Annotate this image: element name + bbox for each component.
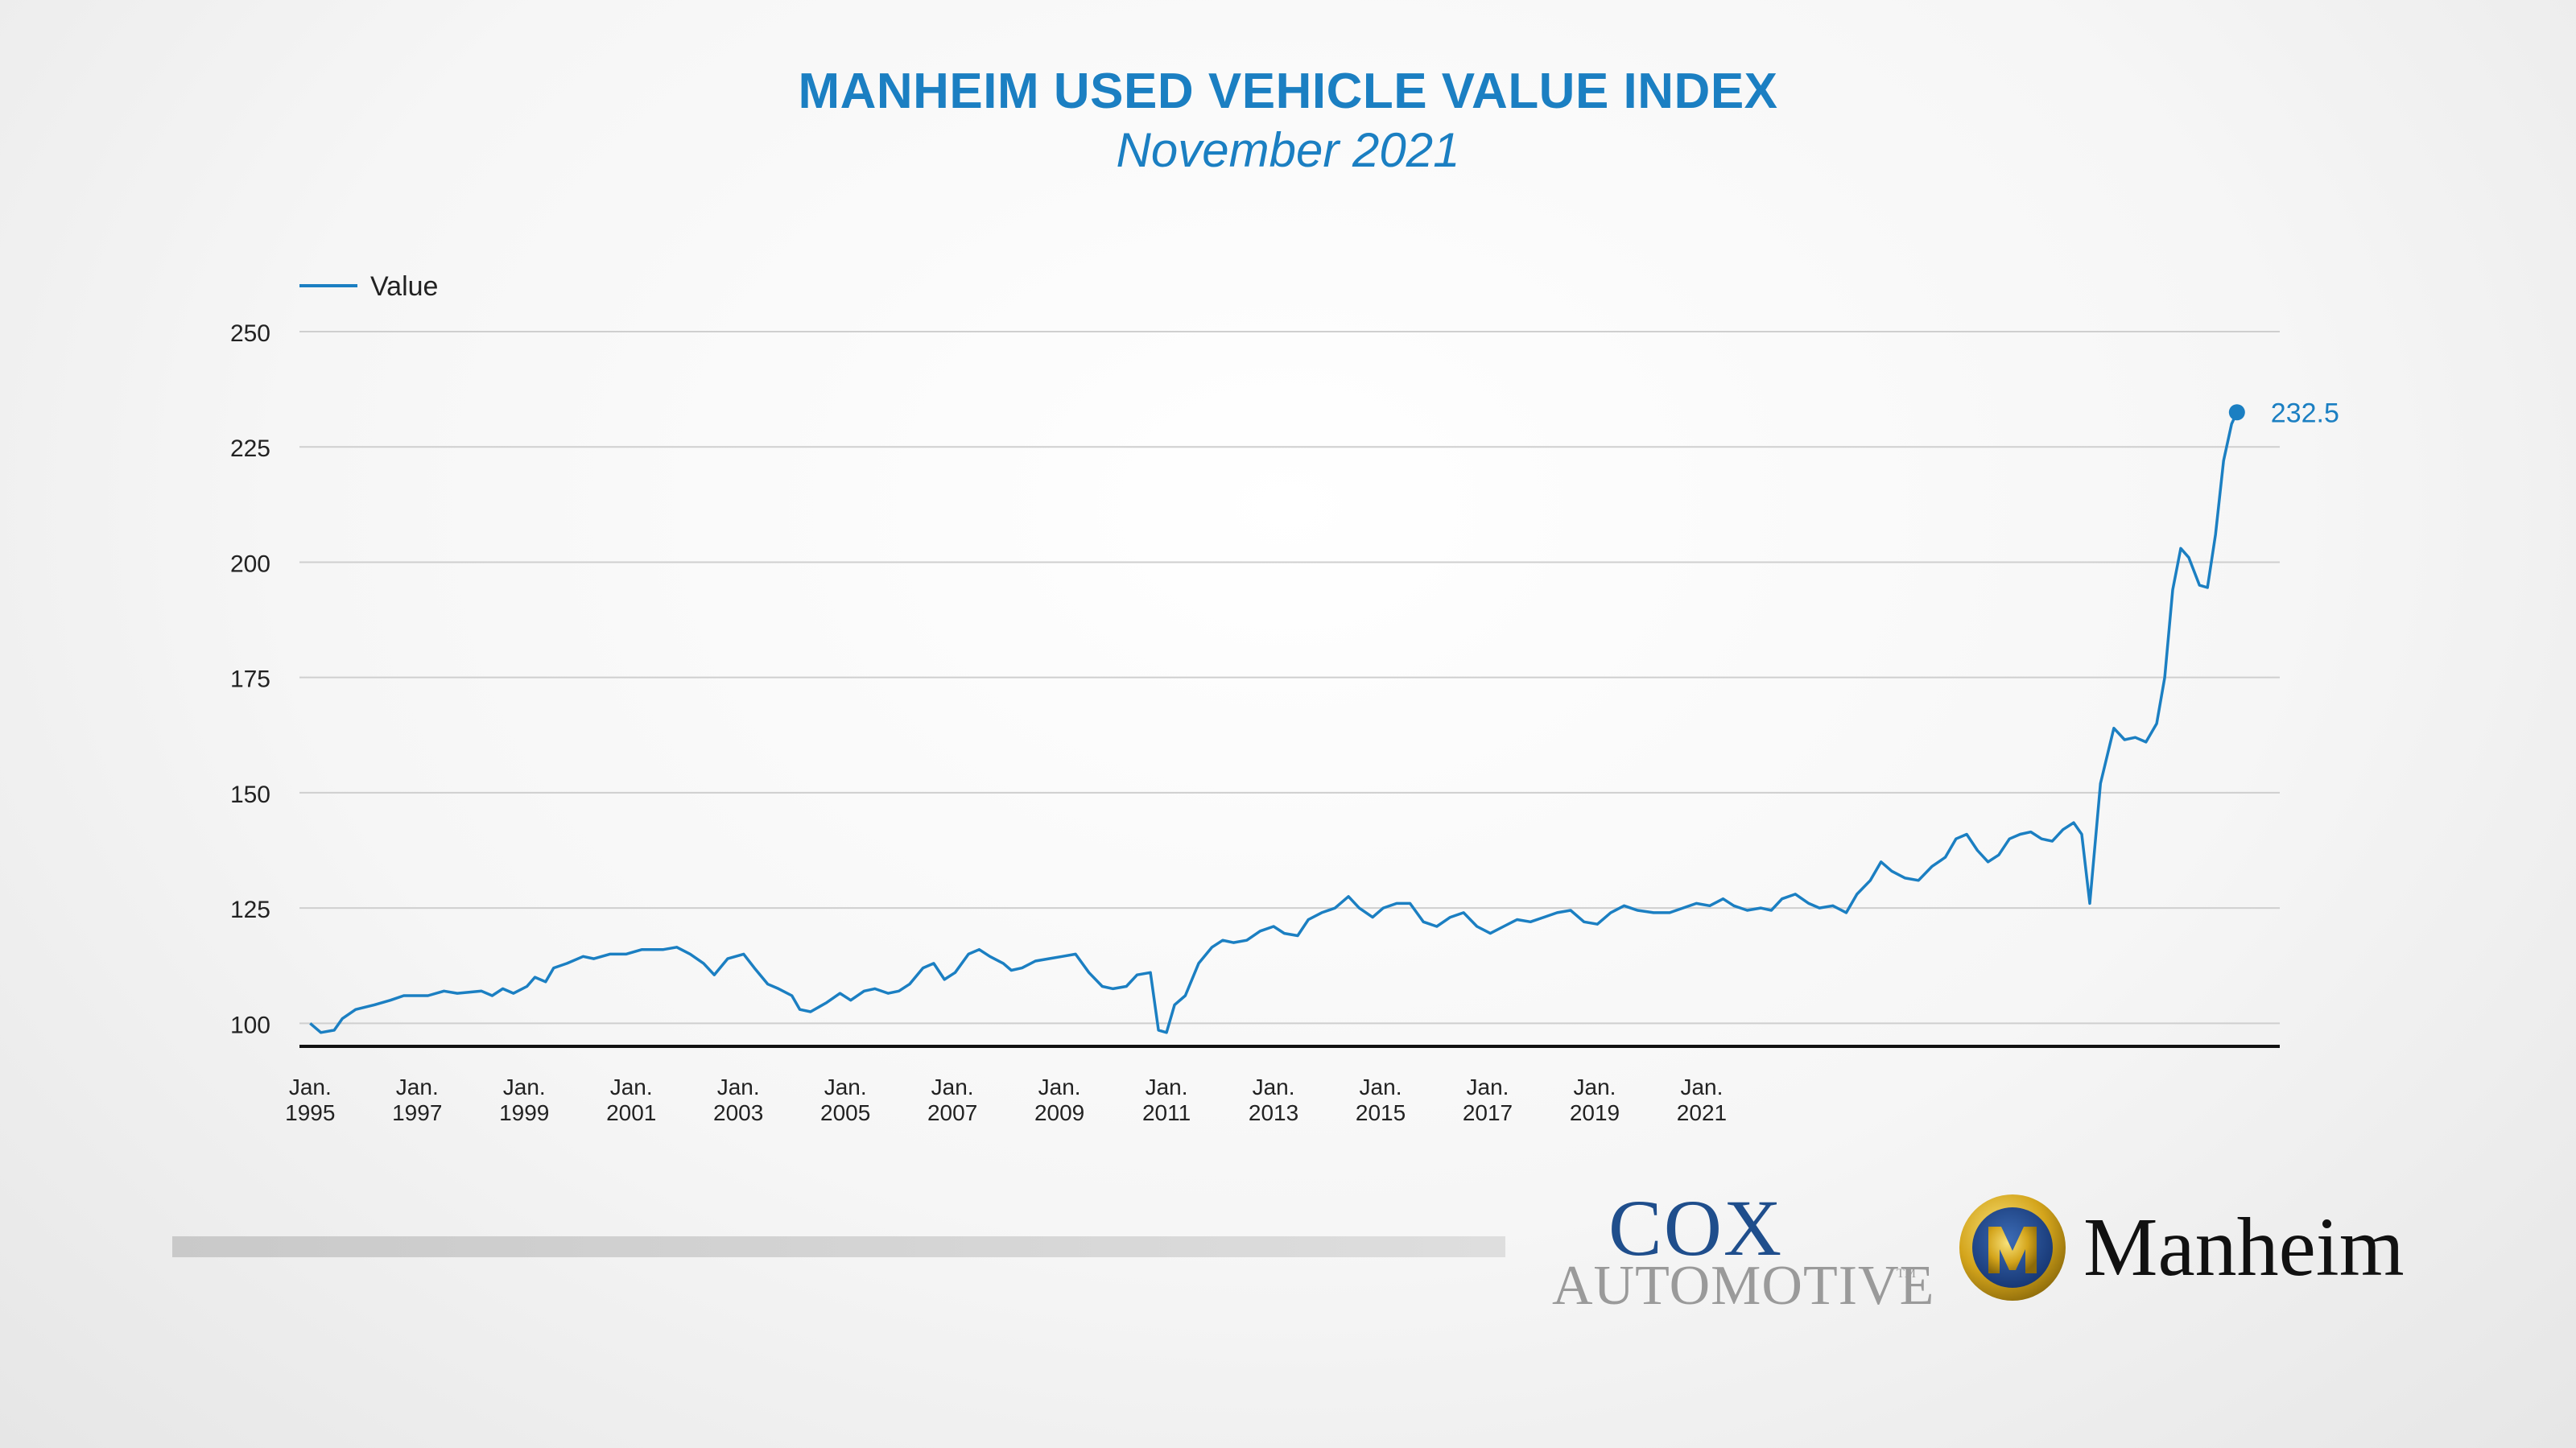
y-tick-label: 225 [230, 435, 270, 462]
cox-automotive-logo: COX AUTOMOTIVE TM [1552, 1182, 1934, 1317]
x-tick-label: 2005 [820, 1100, 870, 1125]
x-tick-label: 2015 [1356, 1100, 1406, 1125]
x-tick-label: 2007 [927, 1100, 977, 1125]
x-tick-label: Jan. [824, 1075, 867, 1099]
y-tick-label: 175 [230, 666, 270, 693]
chart-title: MANHEIM USED VEHICLE VALUE INDEX [798, 64, 1778, 119]
x-tick-label: Jan. [289, 1075, 332, 1099]
trademark: TM [1897, 1267, 1916, 1281]
x-tick-label: 1997 [392, 1100, 442, 1125]
x-tick-label: 1999 [499, 1100, 549, 1125]
x-tick-label: Jan. [1146, 1075, 1188, 1099]
x-tick-label: Jan. [931, 1075, 974, 1099]
x-tick-label: Jan. [1360, 1075, 1402, 1099]
x-tick-label: Jan. [396, 1075, 439, 1099]
legend: Value [299, 271, 438, 302]
x-tick-label: 2013 [1249, 1100, 1298, 1125]
y-tick-label: 150 [230, 782, 270, 808]
x-tick-label: Jan. [717, 1075, 760, 1099]
end-value-label: 232.5 [2271, 398, 2339, 428]
x-axis-ticks: Jan.1995Jan.1997Jan.1999Jan.2001Jan.2003… [285, 1075, 1727, 1125]
y-axis-ticks: 100 125 150 175 200 225 250 [230, 320, 270, 1038]
y-tick-label: 100 [230, 1012, 270, 1038]
x-tick-label: Jan. [503, 1075, 546, 1099]
x-tick-label: Jan. [1253, 1075, 1295, 1099]
x-tick-label: 2001 [606, 1100, 656, 1125]
x-tick-label: 2017 [1463, 1100, 1513, 1125]
decorative-bar [172, 1236, 1505, 1257]
x-tick-label: 1995 [285, 1100, 335, 1125]
x-tick-label: Jan. [1680, 1075, 1723, 1099]
x-tick-label: 2021 [1677, 1100, 1727, 1125]
gridlines [299, 331, 2280, 1025]
x-tick-label: 2003 [713, 1100, 763, 1125]
y-tick-label: 250 [230, 320, 270, 347]
chart-subtitle: November 2021 [1116, 123, 1460, 177]
y-tick-label: 125 [230, 897, 270, 923]
x-tick-label: Jan. [1574, 1075, 1616, 1099]
legend-label: Value [370, 271, 438, 302]
cox-word: COX [1608, 1183, 1784, 1273]
manheim-wordmark: Manheim [2083, 1201, 2405, 1293]
automotive-word: AUTOMOTIVE [1552, 1255, 1935, 1317]
x-tick-label: 2019 [1570, 1100, 1620, 1125]
x-tick-label: 2009 [1034, 1100, 1084, 1125]
x-tick-label: Jan. [1038, 1075, 1081, 1099]
manheim-emblem-icon [1959, 1194, 2066, 1301]
series-line-value [309, 411, 2239, 1034]
y-tick-label: 200 [230, 551, 270, 577]
x-tick-label: Jan. [1467, 1075, 1509, 1099]
x-tick-label: Jan. [610, 1075, 653, 1099]
series-end-point [2228, 404, 2245, 421]
x-tick-label: 2011 [1142, 1100, 1191, 1125]
